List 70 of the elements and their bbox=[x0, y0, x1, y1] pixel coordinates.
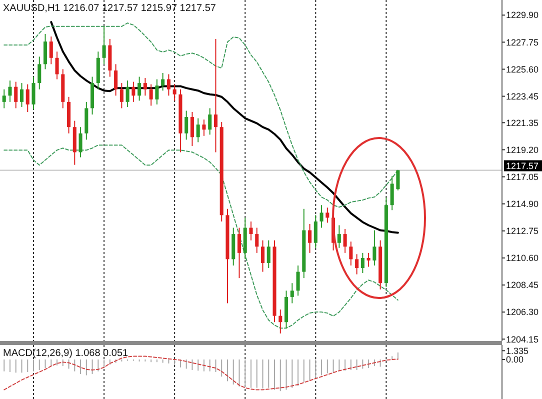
candlestick bbox=[126, 80, 130, 108]
candlestick bbox=[38, 56, 42, 90]
y-tick-label: 1206.30 bbox=[506, 307, 539, 318]
candlestick bbox=[260, 240, 265, 272]
y-tick-label: 1212.75 bbox=[506, 226, 539, 236]
candlestick bbox=[249, 220, 253, 241]
candlestick bbox=[343, 228, 347, 254]
candlestick bbox=[184, 110, 188, 140]
candlestick bbox=[355, 254, 359, 275]
candlestick bbox=[26, 84, 30, 112]
chart-title: MACD(12,26,9) 1.068 0.051 bbox=[3, 348, 129, 359]
candlestick bbox=[55, 51, 59, 80]
candlestick bbox=[149, 84, 153, 106]
y-tick-label: 1221.35 bbox=[506, 118, 539, 128]
candlestick bbox=[78, 126, 82, 158]
candlestick bbox=[349, 241, 353, 266]
y-tick-label: 0.00 bbox=[506, 354, 524, 365]
y-tick-label: 1210.60 bbox=[506, 253, 539, 264]
candlestick bbox=[396, 170, 400, 191]
y-tick-label: 1223.45 bbox=[506, 91, 539, 102]
candlestick bbox=[14, 81, 18, 109]
candlestick bbox=[290, 282, 294, 304]
candlestick bbox=[2, 88, 6, 109]
candlestick bbox=[138, 76, 142, 102]
y-tick-label: 1204.15 bbox=[506, 334, 539, 344]
candlestick bbox=[337, 224, 341, 248]
candlestick bbox=[20, 82, 24, 108]
y-tick-label: 1227.75 bbox=[506, 37, 539, 48]
candlestick bbox=[320, 204, 324, 228]
candlestick bbox=[132, 81, 136, 102]
candlestick bbox=[202, 119, 206, 136]
y-tick-label: 1208.45 bbox=[506, 280, 539, 290]
y-tick-label: 1229.90 bbox=[506, 10, 539, 20]
candlestick bbox=[120, 82, 124, 109]
candlestick bbox=[266, 240, 270, 269]
ref-line-label: 1217.57 bbox=[506, 160, 539, 171]
candlestick bbox=[190, 111, 194, 146]
y-tick-label: 1219.20 bbox=[506, 144, 539, 155]
line-series bbox=[4, 22, 398, 208]
candlestick bbox=[166, 74, 170, 96]
candlestick bbox=[360, 252, 364, 274]
candlestick bbox=[8, 80, 12, 102]
candlestick bbox=[296, 265, 300, 296]
chart-title: XAUUSD,H1 1216.07 1217.57 1215.97 1217.57 bbox=[3, 3, 216, 14]
y-tick-label: 1214.90 bbox=[506, 198, 539, 209]
candlestick bbox=[308, 223, 312, 254]
candlestick bbox=[161, 72, 165, 92]
candlestick bbox=[255, 227, 259, 254]
candlestick bbox=[44, 33, 48, 70]
candlestick bbox=[196, 118, 200, 143]
candlestick bbox=[366, 252, 370, 268]
candlestick bbox=[49, 36, 53, 65]
candlestick bbox=[237, 227, 242, 279]
candlestick bbox=[326, 207, 330, 224]
candlestick bbox=[208, 108, 212, 136]
candlestick bbox=[372, 230, 376, 266]
candlestick bbox=[102, 26, 106, 65]
y-tick-label: 1225.60 bbox=[506, 64, 539, 74]
candlestick bbox=[32, 76, 36, 110]
candlestick bbox=[114, 64, 118, 96]
y-tick-label: 1217.05 bbox=[506, 172, 539, 182]
candlestick bbox=[214, 38, 218, 153]
candlestick bbox=[143, 78, 147, 96]
candlestick bbox=[155, 78, 159, 105]
candlestick bbox=[314, 214, 318, 248]
candlestick bbox=[172, 84, 176, 102]
line-series bbox=[50, 21, 399, 234]
candlestick bbox=[278, 309, 282, 334]
y-tick-label: 1.335 bbox=[506, 346, 529, 356]
candlestick bbox=[390, 176, 394, 211]
